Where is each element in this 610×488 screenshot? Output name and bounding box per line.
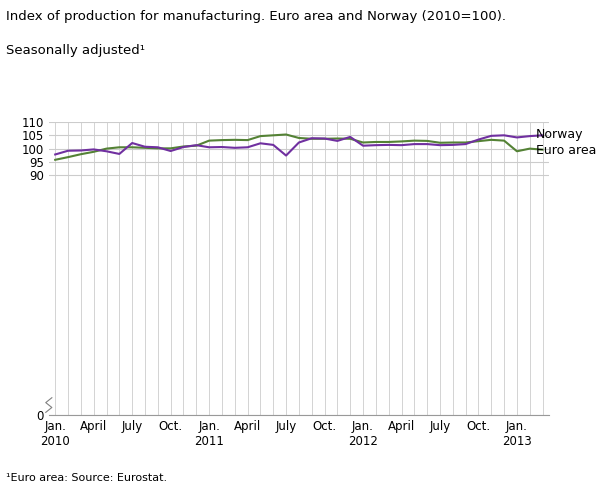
Text: Index of production for manufacturing. Euro area and Norway (2010=100).: Index of production for manufacturing. E… [6,10,506,23]
Text: ¹Euro area: Source: Eurostat.: ¹Euro area: Source: Eurostat. [6,473,167,483]
Text: Seasonally adjusted¹: Seasonally adjusted¹ [6,44,145,57]
Text: Norway: Norway [536,128,584,142]
Text: Euro area: Euro area [536,144,597,157]
